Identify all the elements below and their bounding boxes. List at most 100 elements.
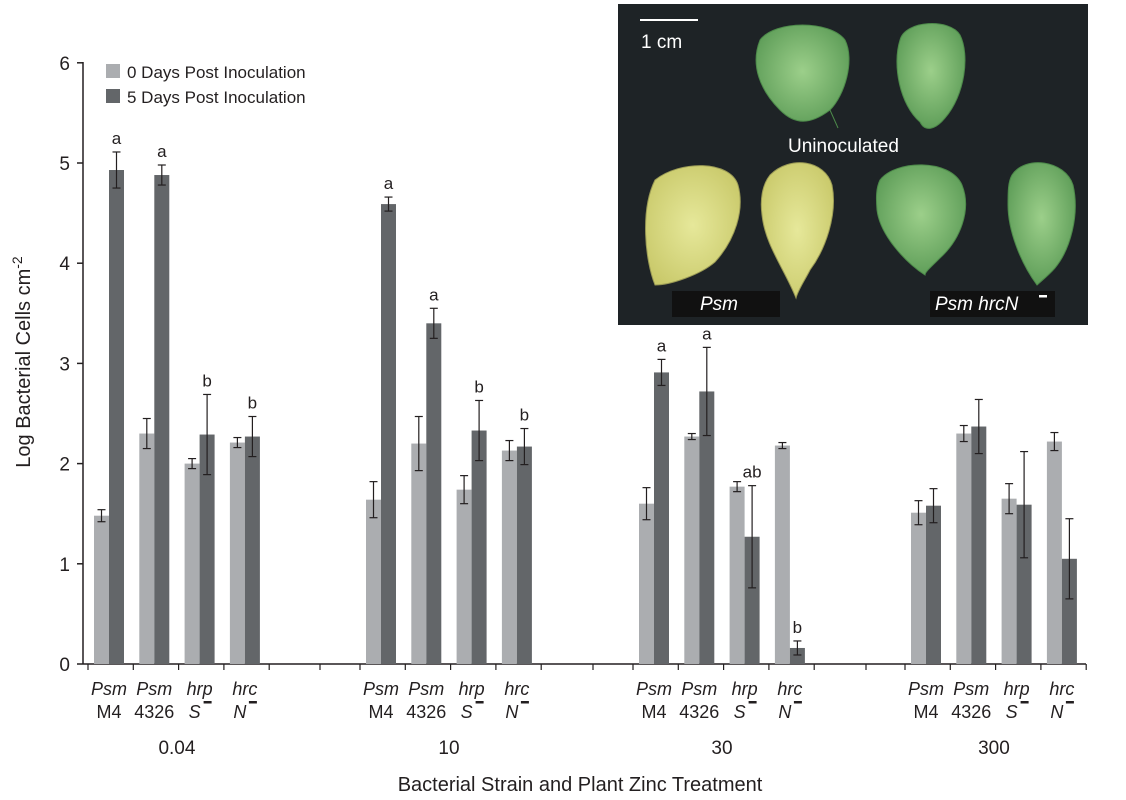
significance-label: a xyxy=(384,174,394,193)
y-tick-label: 0 xyxy=(59,655,70,676)
category-label-line1: Psm xyxy=(136,679,172,699)
error-bar-day0 xyxy=(142,417,151,450)
category-label-line2: 4326 xyxy=(406,702,446,722)
group-label: 30 xyxy=(711,738,732,759)
error-bar-day0 xyxy=(97,509,106,523)
y-axis-title-main: Log Bacterial Cells cm xyxy=(13,269,35,468)
category-label-line2: M4 xyxy=(96,702,121,722)
minus-superscript xyxy=(248,701,257,704)
error-bar-day5 xyxy=(429,307,438,339)
category-label-line1: Psm xyxy=(408,679,444,699)
bar-day0 xyxy=(411,443,427,664)
significance-label: b xyxy=(248,394,257,413)
error-bar-day5 xyxy=(203,393,212,476)
category-label-line2: 4326 xyxy=(951,702,991,722)
bar-day0 xyxy=(139,433,155,664)
leaf-uninoculated-1 xyxy=(755,24,850,129)
error-bar-day5 xyxy=(657,358,666,387)
y-tick-label: 1 xyxy=(59,555,70,576)
bar-day0 xyxy=(456,489,472,664)
uninoculated-label: Uninoculated xyxy=(788,136,899,157)
bar-day5 xyxy=(199,434,215,664)
legend: 0 Days Post Inoculation 5 Days Post Inoc… xyxy=(106,63,306,107)
minus-superscript xyxy=(793,701,802,704)
error-bar-day5 xyxy=(112,151,121,189)
group-label: 10 xyxy=(438,738,459,759)
error-bar-day0 xyxy=(1050,431,1059,452)
bar-day5 xyxy=(789,647,805,664)
category-label-line2: 4326 xyxy=(679,702,719,722)
error-bar-day0 xyxy=(414,415,423,472)
category-label-line1: Psm xyxy=(91,679,127,699)
bar-day0 xyxy=(94,515,109,664)
bar-day0 xyxy=(501,450,517,664)
error-bar-day0 xyxy=(233,436,242,449)
bar-day5 xyxy=(744,536,760,664)
y-tick-label: 4 xyxy=(59,254,70,275)
error-bar-day5 xyxy=(1065,518,1074,600)
category-label-line1: Psm xyxy=(636,679,672,699)
error-bar-day5 xyxy=(384,196,393,212)
significance-label: ab xyxy=(743,463,762,482)
significance-label: b xyxy=(793,618,802,637)
bar-day5 xyxy=(654,372,669,664)
error-bar-day0 xyxy=(369,481,378,519)
category-label-line1: Psm xyxy=(953,679,989,699)
psm-label: Psm xyxy=(700,294,738,315)
legend-swatch-day5 xyxy=(106,89,120,103)
significance-label: a xyxy=(657,336,667,355)
category-label-line1: hrc xyxy=(504,679,529,699)
category-label-line1: hrp xyxy=(1004,679,1030,699)
minus-superscript xyxy=(475,701,484,704)
legend-label-day5: 5 Days Post Inoculation xyxy=(127,88,306,107)
category-label-line2: N xyxy=(1050,702,1064,722)
category-label-line1: Psm xyxy=(908,679,944,699)
error-bar-day0 xyxy=(642,487,651,521)
error-bar-day0 xyxy=(505,439,514,462)
category-label-line1: hrc xyxy=(232,679,257,699)
bar-day0 xyxy=(639,503,654,664)
bar-day0 xyxy=(229,442,245,664)
significance-label: b xyxy=(520,406,529,425)
bar-day5 xyxy=(1016,504,1032,664)
bar-day0 xyxy=(1046,441,1062,664)
minus-superscript xyxy=(520,701,529,704)
category-label-line1: hrc xyxy=(777,679,802,699)
group-label: 0.04 xyxy=(158,738,195,759)
error-bar-day5 xyxy=(157,164,166,186)
error-bar-day0 xyxy=(188,457,197,470)
bar-day5 xyxy=(244,436,260,664)
significance-label: a xyxy=(702,324,712,343)
leaf-psm-1 xyxy=(645,165,741,286)
error-bar-day0 xyxy=(914,500,923,526)
error-bar-day5 xyxy=(793,640,802,656)
category-label-line2: M4 xyxy=(641,702,666,722)
category-label-line2: N xyxy=(233,702,247,722)
category-label-line2: M4 xyxy=(913,702,938,722)
leaf-psm-hrcn-2 xyxy=(1007,162,1076,286)
category-label-line2: S xyxy=(189,702,201,722)
psm-hrcn-label-bg xyxy=(930,291,1055,317)
error-bar-day0 xyxy=(687,432,696,441)
category-label-line2: M4 xyxy=(368,702,393,722)
category-label-line2: 4326 xyxy=(134,702,174,722)
bar-day5 xyxy=(426,323,442,664)
error-bar-day0 xyxy=(1005,483,1014,515)
group-label: 300 xyxy=(978,738,1010,759)
bar-day5 xyxy=(971,426,987,664)
category-label-line1: hrp xyxy=(459,679,485,699)
significance-label: b xyxy=(474,377,483,396)
error-bar-day5 xyxy=(748,485,757,589)
error-bar-day5 xyxy=(702,346,711,437)
bar-day5 xyxy=(109,170,124,664)
minus-superscript xyxy=(1020,701,1029,704)
significance-label: b xyxy=(202,371,211,390)
leaf-psm-2 xyxy=(760,162,834,300)
error-bar-day0 xyxy=(733,481,742,493)
bar-day5 xyxy=(516,446,532,664)
error-bar-day0 xyxy=(460,475,469,505)
category-label-line2: S xyxy=(734,702,746,722)
